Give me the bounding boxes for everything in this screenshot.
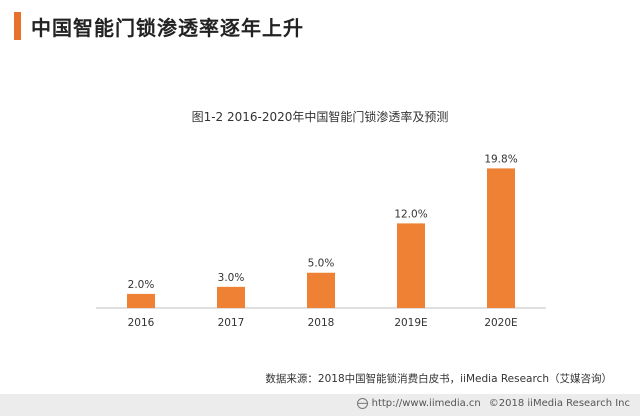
chart-title: 图1-2 2016-2020年中国智能门锁渗透率及预测 — [191, 110, 449, 124]
footer: http://www.iimedia.cn ©2018 iiMedia Rese… — [0, 394, 640, 416]
bar-chart: 2.0% 2016 3.0% 2017 5.0% 2018 12.0% 2019E 19.8% 2… — [96, 153, 546, 329]
bar-2018 — [307, 272, 335, 308]
data-label-2016: 2.0% — [128, 279, 155, 291]
bar-2020E — [487, 168, 515, 308]
bar-2017 — [217, 286, 245, 308]
data-label-2020E: 19.8% — [484, 153, 517, 165]
source-note: 数据来源：2018中国智能锁消费白皮书，iiMedia Research（艾媒咨… — [265, 373, 612, 385]
x-tick-label-2016: 2016 — [128, 317, 155, 329]
x-tick-label-2020E: 2020E — [484, 317, 517, 329]
bar-2016 — [127, 293, 155, 308]
bar-2019E — [397, 223, 425, 308]
x-tick-label-2018: 2018 — [308, 317, 335, 329]
data-label-2018: 5.0% — [308, 258, 335, 270]
data-label-2017: 3.0% — [218, 272, 245, 284]
header-accent-bar — [14, 12, 21, 40]
x-tick-label-2017: 2017 — [218, 317, 245, 329]
x-tick-label-2019E: 2019E — [394, 317, 427, 329]
page-title: 中国智能门锁渗透率逐年上升 — [31, 15, 304, 40]
header: 中国智能门锁渗透率逐年上升 — [14, 12, 304, 40]
footer-copyright: ©2018 iiMedia Research Inc — [488, 398, 630, 409]
footer-url: http://www.iimedia.cn — [371, 398, 481, 409]
globe-icon — [356, 398, 368, 409]
data-label-2019E: 12.0% — [394, 208, 427, 220]
